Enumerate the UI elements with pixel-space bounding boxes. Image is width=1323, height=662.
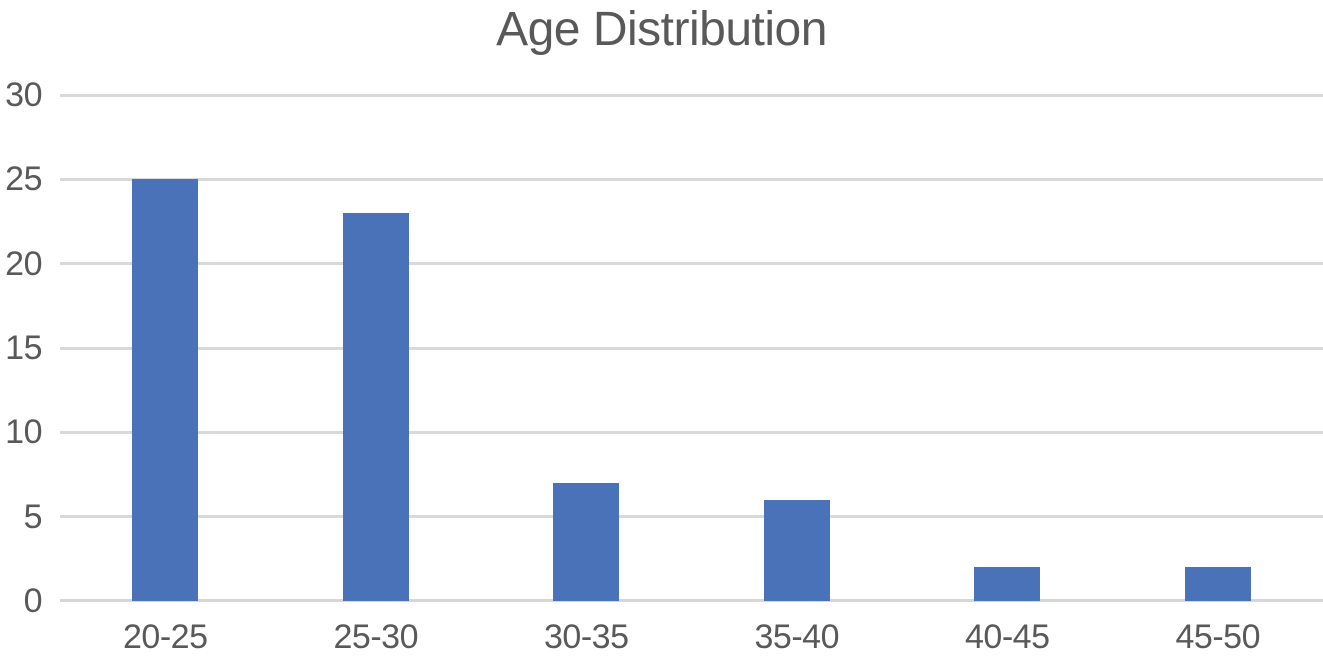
- gridline-y-30: [60, 93, 1323, 97]
- gridline-y-10: [60, 430, 1323, 434]
- gridline-y-25: [60, 177, 1323, 181]
- y-tick-label-0: 0: [23, 582, 43, 620]
- gridline-y-20: [60, 262, 1323, 266]
- x-tick-label-45-50: 45-50: [1175, 618, 1261, 656]
- bar-25-30: [342, 213, 409, 601]
- x-axis-labels: 20-25 25-30 30-35 35-40 40-45 45-50: [60, 620, 1323, 662]
- bar-45-50: [1184, 567, 1251, 601]
- x-tick-label-35-40: 35-40: [754, 618, 840, 656]
- bar-30-35: [553, 482, 620, 601]
- x-tick-label-25-30: 25-30: [333, 618, 419, 656]
- y-tick-label-20: 20: [5, 244, 42, 283]
- x-axis-line: [60, 599, 1323, 602]
- gridline-y-15: [60, 346, 1323, 350]
- bar-20-25: [132, 179, 199, 601]
- y-tick-label-15: 15: [5, 329, 42, 367]
- plot-area: [60, 93, 1323, 602]
- x-tick-label-30-35: 30-35: [544, 618, 629, 656]
- y-axis-labels: 0 5 10 15 20 25 30: [0, 78, 43, 618]
- bar-40-45: [974, 567, 1041, 601]
- bar-35-40: [763, 499, 830, 601]
- y-tick-label-10: 10: [5, 413, 42, 452]
- y-tick-label-25: 25: [5, 160, 42, 199]
- chart-title: Age Distribution: [496, 3, 827, 56]
- y-tick-label-30: 30: [5, 76, 42, 114]
- gridline-y-5: [60, 515, 1323, 519]
- y-tick-label-5: 5: [23, 497, 43, 536]
- x-tick-label-40-45: 40-45: [965, 618, 1050, 656]
- x-tick-label-20-25: 20-25: [123, 618, 208, 656]
